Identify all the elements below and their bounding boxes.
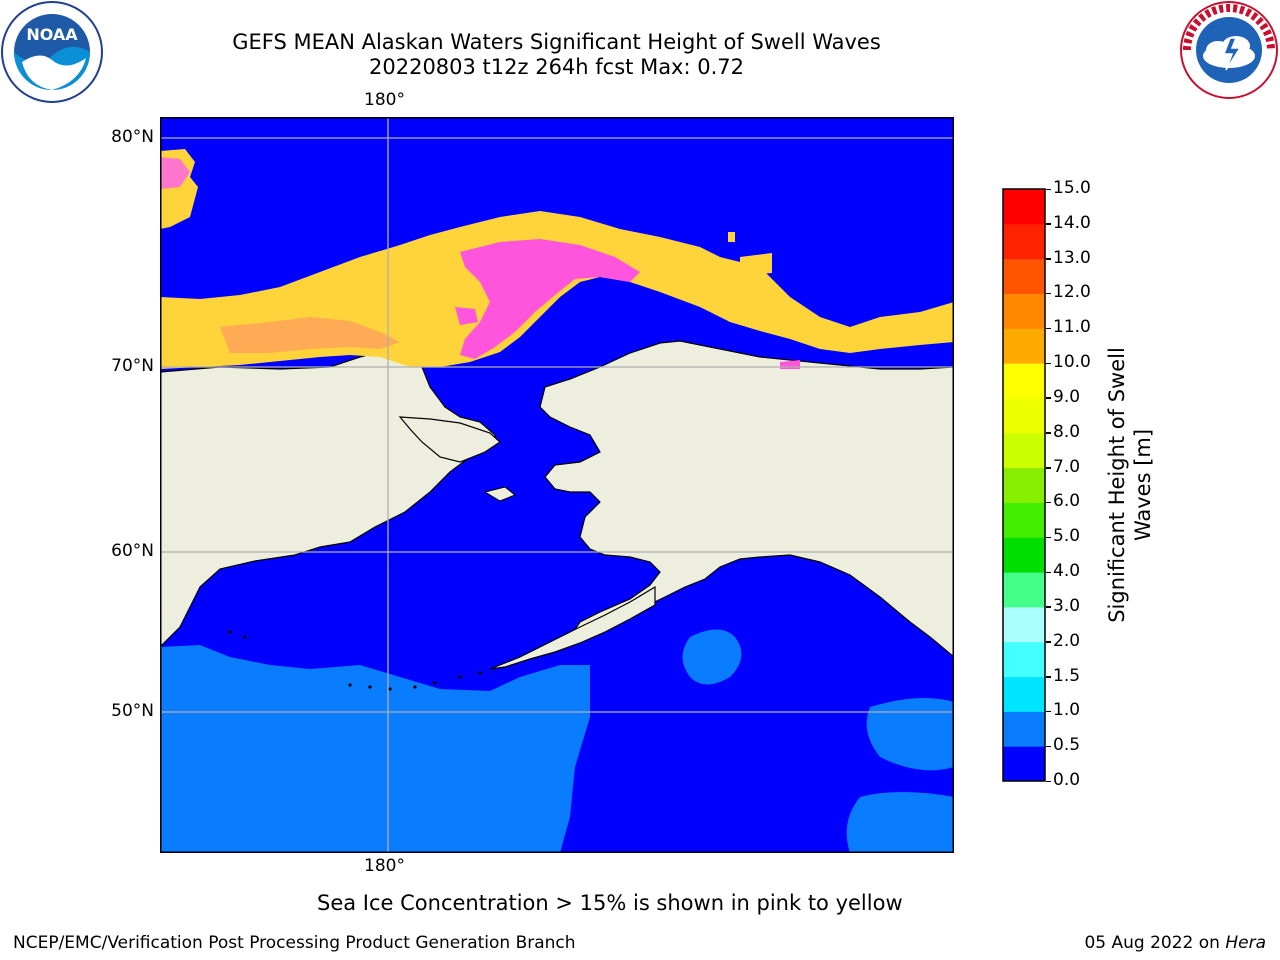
- graticule: [160, 117, 954, 853]
- colorbar-bin: [1003, 467, 1045, 503]
- colorbar-bin: [1003, 189, 1045, 225]
- colorbar-tick-label: 0.0: [1053, 770, 1081, 790]
- noaa-logo: NOAA: [1, 1, 103, 103]
- colorbar-bin: [1003, 572, 1045, 608]
- colorbar-tick-mark: [1046, 606, 1051, 608]
- colorbar-tick-label: 1.5: [1053, 665, 1081, 686]
- colorbar-label-line2: Waves [m]: [1131, 428, 1155, 542]
- colorbar-bin: [1003, 397, 1045, 434]
- lat-label-80: 80°N: [111, 127, 154, 147]
- colorbar-tick-label: 4.0: [1053, 561, 1081, 582]
- sea-ice-pink-patch: [455, 307, 478, 325]
- colorbar-bin: [1003, 606, 1045, 643]
- colorbar-tick-mark: [1046, 571, 1051, 574]
- swell-region-light: [682, 629, 742, 685]
- colorbar-bin: [1003, 537, 1045, 573]
- colorbar-tick-label: 13.0: [1053, 247, 1091, 268]
- colorbar-tick-label: 10.0: [1053, 352, 1091, 373]
- lat-label-50: 50°N: [111, 701, 154, 721]
- st-lawrence-island: [483, 486, 516, 502]
- colorbar-bin: [1003, 502, 1045, 538]
- footer-date: 05 Aug 2022 on Hera: [1084, 933, 1266, 953]
- colorbar-tick-label: 9.0: [1053, 386, 1081, 407]
- sea-ice-yellow-patch: [728, 232, 735, 242]
- lon-label-top: 180°: [364, 90, 405, 110]
- sea-ice-pink: [460, 239, 640, 359]
- footer-credit: NCEP/EMC/Verification Post Processing Pr…: [13, 933, 576, 953]
- map-frame: [160, 117, 954, 853]
- land-alaska-peninsula: [489, 585, 656, 670]
- colorbar-tick-mark: [1046, 327, 1051, 330]
- lat-label-60: 60°N: [111, 541, 154, 561]
- colorbar-bin: [1003, 363, 1045, 399]
- colorbar-tick-mark: [1046, 258, 1051, 260]
- colorbar-tick-label: 8.0: [1053, 421, 1081, 442]
- colorbar-tick-label: 12.0: [1053, 282, 1091, 303]
- colorbar-tick-mark: [1046, 467, 1051, 469]
- chart-subtitle: 20220803 t12z 264h fcst Max: 0.72: [369, 55, 744, 79]
- sea-ice-yellow-patch: [740, 253, 772, 275]
- colorbar-tick-mark: [1046, 780, 1051, 782]
- colorbar-tick-label: 14.0: [1053, 212, 1091, 233]
- colorbar-bin: [1003, 432, 1045, 469]
- sea-ice-pink-patch: [160, 157, 190, 189]
- colorbar-bin: [1003, 223, 1045, 260]
- colorbar-tick-label: 3.0: [1053, 595, 1081, 616]
- colorbar-tick-mark: [1046, 432, 1051, 434]
- colorbar-frame: [1002, 188, 1046, 782]
- noaa-wordmark: NOAA: [26, 25, 78, 44]
- colorbar-tick-label: 0.5: [1053, 735, 1081, 756]
- colorbar-bin: [1003, 746, 1045, 782]
- colorbar-bin: [1003, 293, 1045, 329]
- colorbar-tick-mark: [1046, 501, 1051, 504]
- sea-ice-caption: Sea Ice Concentration > 15% is shown in …: [317, 891, 903, 915]
- nws-logo: [1180, 1, 1278, 99]
- colorbar-bin: [1003, 258, 1045, 294]
- footer-machine: Hera: [1225, 933, 1266, 953]
- colorbar: [1002, 188, 1046, 782]
- colorbar-bin: [1003, 676, 1045, 712]
- colorbar-tick-label: 7.0: [1053, 456, 1081, 477]
- colorbar-tick-mark: [1046, 397, 1051, 399]
- chart-title: GEFS MEAN Alaskan Waters Significant Hei…: [232, 30, 881, 54]
- land-chukotka: [398, 416, 501, 463]
- map-panel: [160, 117, 954, 853]
- colorbar-bin: [1003, 641, 1045, 678]
- colorbar-label-line1: Significant Height of Swell: [1105, 347, 1129, 623]
- colorbar-tick-label: 1.0: [1053, 700, 1081, 721]
- colorbar-tick-mark: [1046, 745, 1051, 748]
- lat-label-70: 70°N: [111, 356, 154, 376]
- footer-date-text: 05 Aug 2022 on: [1084, 933, 1226, 953]
- colorbar-tick-label: 6.0: [1053, 491, 1081, 512]
- colorbar-tick-mark: [1046, 710, 1051, 713]
- colorbar-bin: [1003, 711, 1045, 747]
- colorbar-tick-label: 15.0: [1053, 178, 1091, 198]
- swell-region-light: [160, 645, 590, 853]
- colorbar-tick-mark: [1046, 362, 1051, 365]
- lon-label-bottom: 180°: [364, 856, 405, 876]
- colorbar-tick-mark: [1046, 641, 1051, 643]
- colorbar-label: Significant Height of Swell Waves [m]: [1104, 347, 1156, 623]
- swell-region-light: [846, 792, 954, 853]
- colorbar-tick-mark: [1046, 676, 1051, 678]
- colorbar-tick-mark: [1046, 223, 1051, 225]
- aleutian-islands: [228, 630, 482, 691]
- colorbar-bin: [1003, 328, 1045, 364]
- colorbar-tick-mark: [1046, 188, 1051, 190]
- colorbar-tick-mark: [1046, 536, 1051, 539]
- colorbar-tick-label: 5.0: [1053, 526, 1081, 547]
- colorbar-tick-label: 11.0: [1053, 317, 1091, 338]
- sea-ice-orange: [220, 317, 400, 353]
- swell-region-light: [866, 698, 954, 771]
- colorbar-tick-label: 2.0: [1053, 630, 1081, 651]
- colorbar-tick-mark: [1046, 292, 1051, 295]
